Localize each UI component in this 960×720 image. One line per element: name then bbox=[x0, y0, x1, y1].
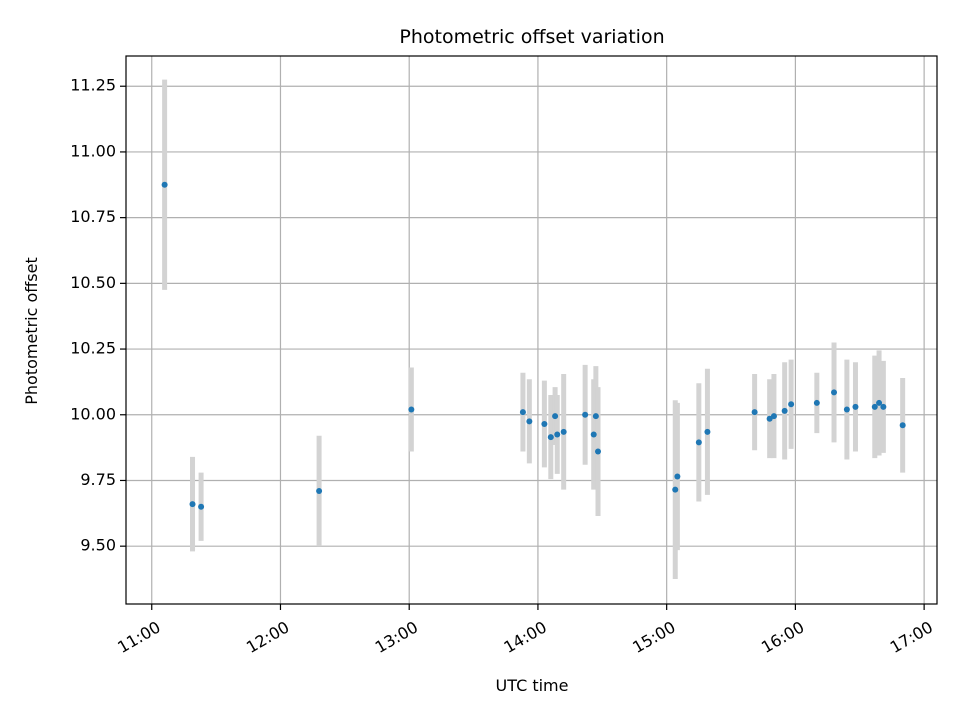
data-point bbox=[560, 428, 567, 435]
data-point bbox=[770, 413, 777, 420]
x-axis-label: UTC time bbox=[496, 676, 569, 695]
y-tick-label: 9.75 bbox=[80, 470, 116, 489]
data-point bbox=[788, 401, 795, 408]
data-point bbox=[198, 503, 205, 510]
plot-frame bbox=[125, 55, 938, 605]
data-point bbox=[899, 422, 906, 429]
data-point bbox=[880, 403, 887, 410]
data-point bbox=[704, 428, 711, 435]
data-point bbox=[541, 420, 548, 427]
y-tick-label: 10.00 bbox=[70, 404, 116, 423]
data-point bbox=[843, 406, 850, 413]
y-tick-label: 10.75 bbox=[70, 207, 116, 226]
data-point bbox=[519, 409, 526, 416]
data-point bbox=[695, 439, 702, 446]
data-point bbox=[672, 486, 679, 493]
y-tick-label: 9.50 bbox=[80, 536, 116, 555]
data-point bbox=[526, 418, 533, 425]
data-point bbox=[547, 434, 554, 441]
data-point bbox=[871, 403, 878, 410]
data-point bbox=[852, 403, 859, 410]
point-layer bbox=[161, 181, 906, 510]
grid-layer bbox=[126, 56, 937, 604]
y-axis-label: Photometric offset bbox=[22, 257, 41, 405]
data-point bbox=[189, 501, 196, 508]
data-point bbox=[674, 473, 681, 480]
data-point bbox=[813, 399, 820, 406]
data-point bbox=[831, 389, 838, 396]
y-tick-label: 10.50 bbox=[70, 273, 116, 292]
y-tick-label: 11.00 bbox=[70, 141, 116, 160]
data-point bbox=[554, 431, 561, 438]
data-point bbox=[592, 413, 599, 420]
data-point bbox=[766, 415, 773, 422]
data-point bbox=[552, 413, 559, 420]
data-point bbox=[316, 487, 323, 494]
data-point bbox=[408, 406, 415, 413]
data-point bbox=[582, 411, 589, 418]
chart-title: Photometric offset variation bbox=[399, 26, 664, 48]
data-point bbox=[876, 399, 883, 406]
data-point bbox=[751, 409, 758, 416]
data-point bbox=[590, 431, 597, 438]
data-point bbox=[161, 181, 168, 188]
y-tick-label: 11.25 bbox=[70, 76, 116, 95]
y-tick-label: 10.25 bbox=[70, 339, 116, 358]
data-point bbox=[781, 407, 788, 414]
data-point bbox=[595, 448, 602, 455]
